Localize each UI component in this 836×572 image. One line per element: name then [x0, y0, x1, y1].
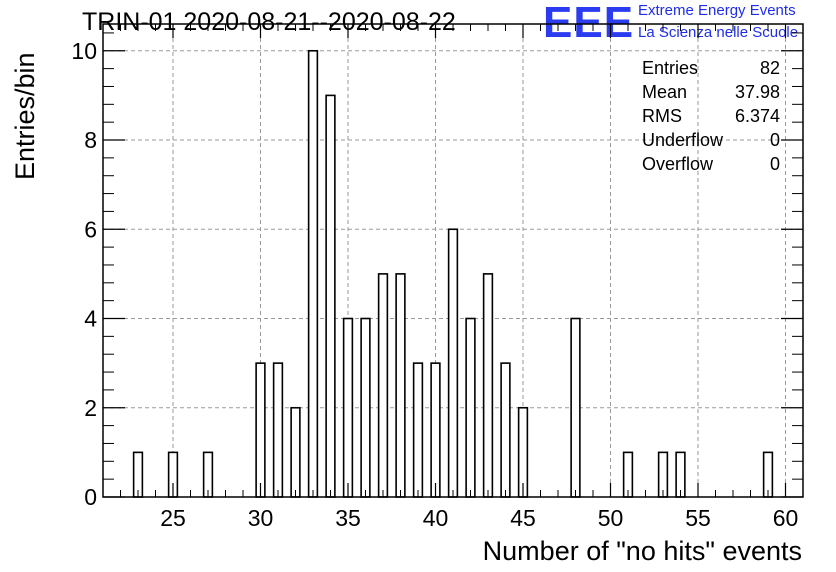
- stats-key: RMS: [642, 106, 682, 126]
- x-tick-label: 60: [773, 505, 799, 531]
- x-tick-label: 30: [248, 505, 274, 531]
- logo-line-1: Extreme Energy Events: [638, 2, 796, 19]
- histogram-bar: [465, 317, 476, 498]
- histogram-bar: [482, 273, 494, 498]
- plot-frame: [102, 23, 804, 498]
- stats-value: 6.374: [734, 106, 780, 126]
- tick-labels: 25 30 35 40 45 50 55 60 0 2 4 6 8 10: [71, 38, 798, 531]
- stats-value: 37.98: [734, 82, 780, 102]
- stats-value: 82: [759, 58, 780, 78]
- stats-row-underflow: Underflow 0: [642, 130, 780, 154]
- histogram-bar: [500, 362, 511, 498]
- x-tick-label: 35: [335, 505, 361, 531]
- stats-row-overflow: Overflow 0: [642, 154, 780, 178]
- y-tick-label: 0: [84, 484, 97, 510]
- y-tick-label: 10: [71, 38, 97, 64]
- x-tick-label: 50: [598, 505, 624, 531]
- stats-row-mean: Mean 37.98: [642, 82, 780, 106]
- stats-row-entries: Entries 82: [642, 58, 780, 82]
- stats-value: 0: [769, 154, 780, 174]
- stats-box: Entries 82 Mean 37.98 RMS 6.374 Underflo…: [642, 58, 780, 178]
- logo-line-2: La Scienza nelle Scuole: [638, 24, 799, 41]
- x-tick-label: 55: [685, 505, 711, 531]
- histogram-bar: [377, 273, 389, 498]
- histogram-bar: [395, 273, 406, 498]
- stats-key: Overflow: [642, 154, 714, 174]
- histogram-bar: [290, 406, 301, 498]
- chart-title: TRIN-01 2020-08-21--2020-08-22: [82, 8, 456, 36]
- stats-key: Underflow: [642, 130, 724, 150]
- y-tick-label: 6: [84, 216, 97, 242]
- x-axis-label: Number of "no hits" events: [482, 536, 802, 566]
- stats-row-rms: RMS 6.374: [642, 106, 780, 130]
- histogram-bar: [412, 362, 424, 498]
- logo-mark: EEE: [543, 0, 635, 47]
- y-tick-label: 8: [84, 127, 97, 153]
- histogram-bar: [272, 362, 284, 498]
- histogram-bar: [342, 317, 354, 498]
- histogram-bar: [255, 362, 266, 498]
- histogram-bar: [360, 317, 371, 498]
- histogram-bar: [430, 362, 441, 498]
- histogram-bar: [570, 317, 581, 498]
- stats-value: 0: [769, 130, 780, 150]
- histogram-bar: [307, 49, 319, 498]
- eee-logo: EEE Extreme Energy Events La Scienza nel…: [543, 0, 836, 48]
- x-tick-label: 45: [510, 505, 536, 531]
- y-axis-label: Entries/bin: [10, 52, 40, 180]
- y-tick-label: 2: [84, 395, 97, 421]
- stats-key: Mean: [642, 82, 688, 102]
- stats-key: Entries: [642, 58, 699, 78]
- x-tick-label: 40: [423, 505, 449, 531]
- histogram-bar: [447, 228, 459, 498]
- histogram-bar: [325, 94, 336, 498]
- x-tick-label: 25: [160, 505, 186, 531]
- y-tick-label: 4: [84, 306, 97, 332]
